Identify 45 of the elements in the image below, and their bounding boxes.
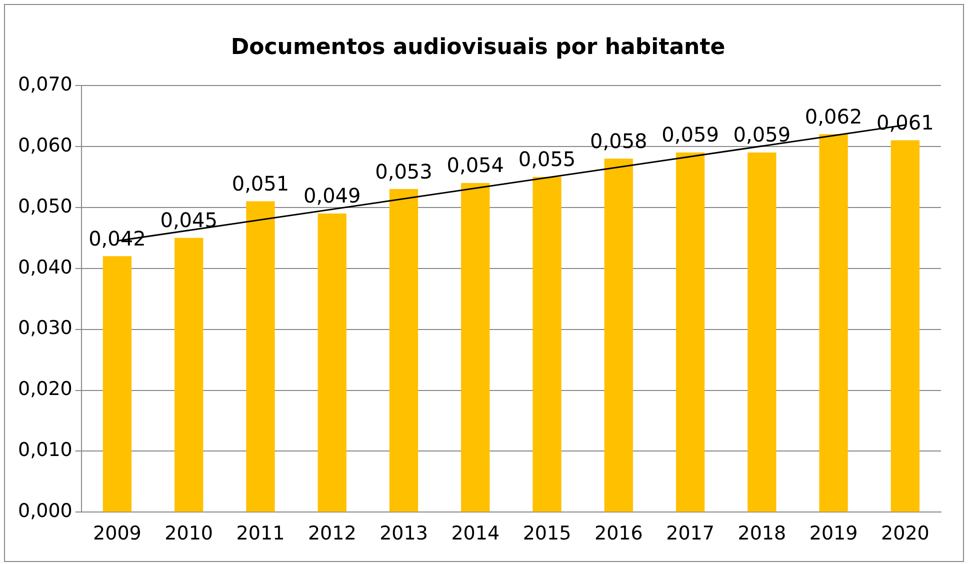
chart-title: Documentos audiovisuais por habitante (230, 34, 726, 60)
x-tick-label: 2013 (380, 522, 428, 545)
data-label: 0,059 (662, 122, 719, 147)
bar (174, 238, 204, 512)
bar (819, 134, 848, 512)
data-label: 0,053 (375, 159, 432, 184)
data-label: 0,054 (446, 153, 504, 178)
data-label: 0,062 (804, 104, 862, 128)
data-label: 0,042 (88, 226, 146, 250)
y-tick-label: 0,030 (18, 317, 72, 340)
x-tick-label: 2010 (164, 522, 214, 545)
y-tick-label: 0,000 (18, 500, 72, 522)
x-tick-label: 2019 (809, 522, 858, 545)
x-tick-label: 2011 (236, 522, 285, 545)
bar (461, 182, 490, 512)
bar (246, 201, 275, 512)
bar (748, 152, 776, 512)
data-label: 0,045 (160, 208, 218, 232)
y-tick-label: 0,060 (18, 134, 72, 156)
bar (389, 189, 418, 512)
x-tick-label: 2009 (93, 522, 142, 545)
bar (102, 256, 132, 512)
bar (890, 140, 920, 512)
x-tick-label: 2017 (666, 522, 714, 545)
bar (676, 152, 705, 512)
y-tick-label: 0,050 (18, 195, 72, 218)
bar (318, 213, 346, 512)
data-label: 0,061 (876, 110, 934, 134)
x-tick-label: 2020 (881, 522, 930, 545)
data-label: 0,058 (590, 128, 648, 153)
data-label: 0,055 (518, 147, 576, 172)
data-label: 0,051 (232, 171, 290, 196)
x-tick-label: 2012 (308, 522, 356, 545)
y-tick-label: 0,010 (18, 439, 72, 462)
x-tick-label: 2015 (522, 522, 572, 545)
x-tick-label: 2018 (738, 522, 786, 545)
data-label: 0,049 (303, 184, 361, 208)
y-tick-label: 0,040 (18, 256, 72, 278)
y-tick-label: 0,070 (18, 73, 72, 96)
x-tick-label: 2016 (594, 522, 643, 545)
data-label: 0,059 (733, 122, 791, 147)
y-tick-label: 0,020 (18, 378, 72, 400)
x-tick-label: 2014 (451, 522, 500, 545)
bar (604, 158, 633, 512)
bar (532, 176, 562, 512)
